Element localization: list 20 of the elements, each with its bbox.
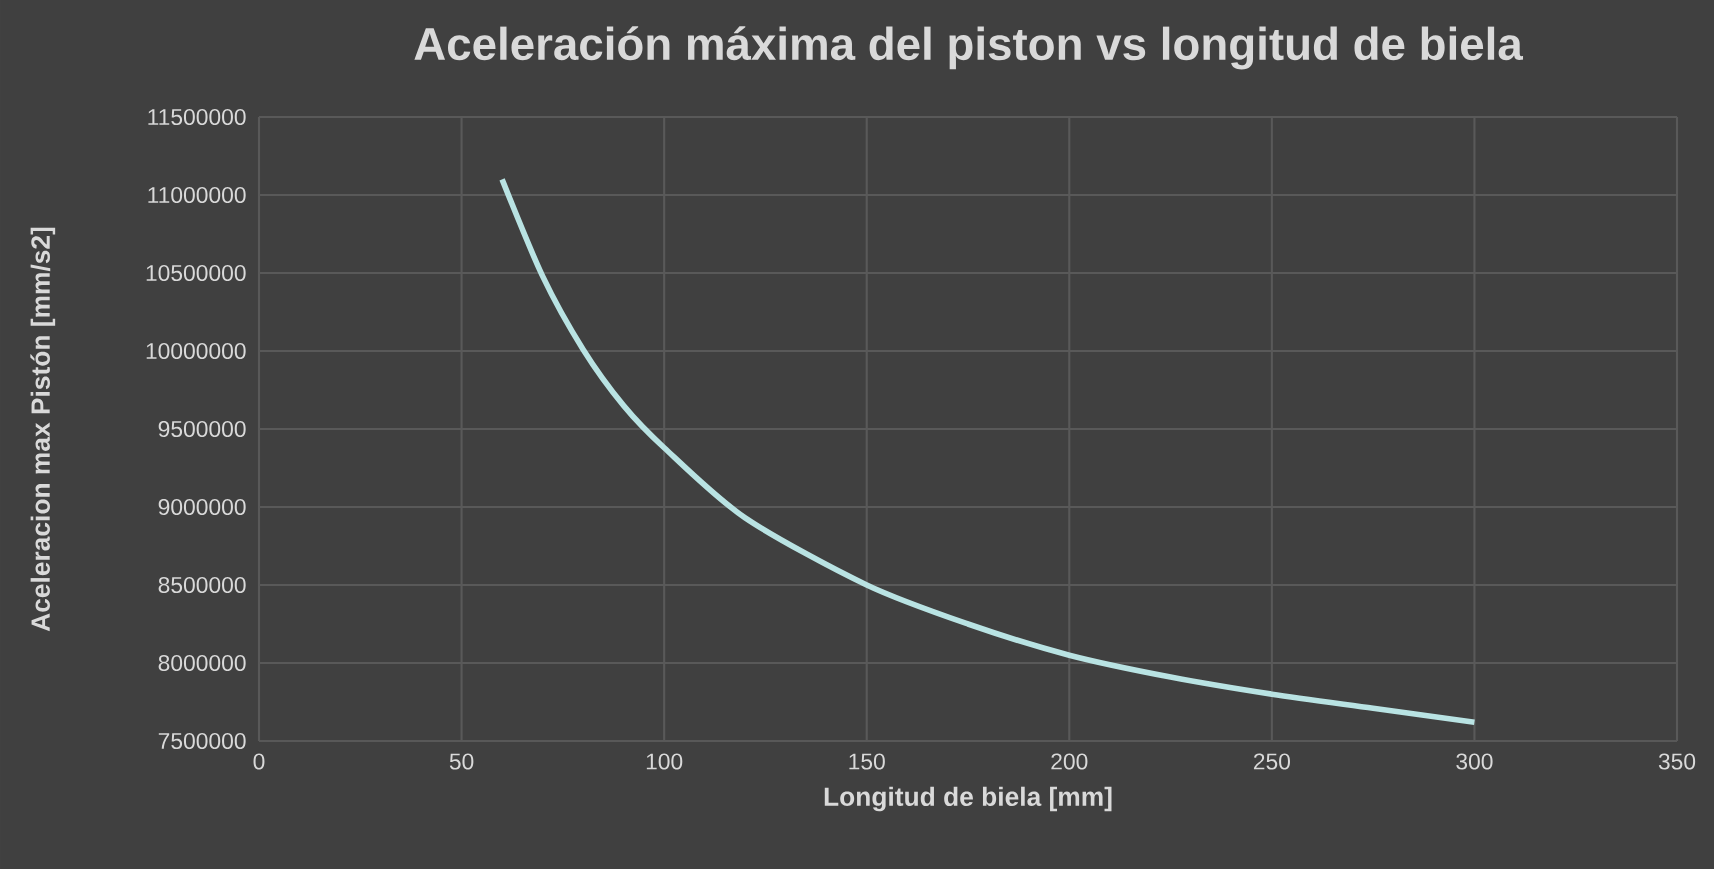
y-tick-label: 7500000 <box>158 732 246 750</box>
y-tick-label: 8500000 <box>158 576 246 594</box>
y-tick-label: 11000000 <box>148 186 246 204</box>
y-tick-label: 9500000 <box>158 420 246 438</box>
y-tick-label: 11500000 <box>148 108 246 126</box>
x-tick-label: 300 <box>1456 753 1493 770</box>
x-tick-label: 350 <box>1658 753 1696 770</box>
x-tick-label: 200 <box>1051 753 1088 770</box>
y-tick-label: 9000000 <box>158 498 246 516</box>
x-tick-label: 100 <box>646 753 683 770</box>
x-tick-label: 150 <box>849 753 885 770</box>
y-tick-label: 10000000 <box>146 342 246 360</box>
y-axis-title: Aceleracion max Pistón [mm/s2] <box>30 227 56 632</box>
x-tick-label: 50 <box>449 753 474 770</box>
x-tick-label: 250 <box>1253 753 1290 770</box>
y-tick-label: 10500000 <box>146 264 246 282</box>
x-tick-label: 0 <box>253 753 265 770</box>
y-tick-label: 8000000 <box>158 654 246 672</box>
x-axis-title: Longitud de biela [mm] <box>824 786 1112 812</box>
chart-title: Aceleración máxima del piston vs longitud de biela <box>414 26 1524 70</box>
